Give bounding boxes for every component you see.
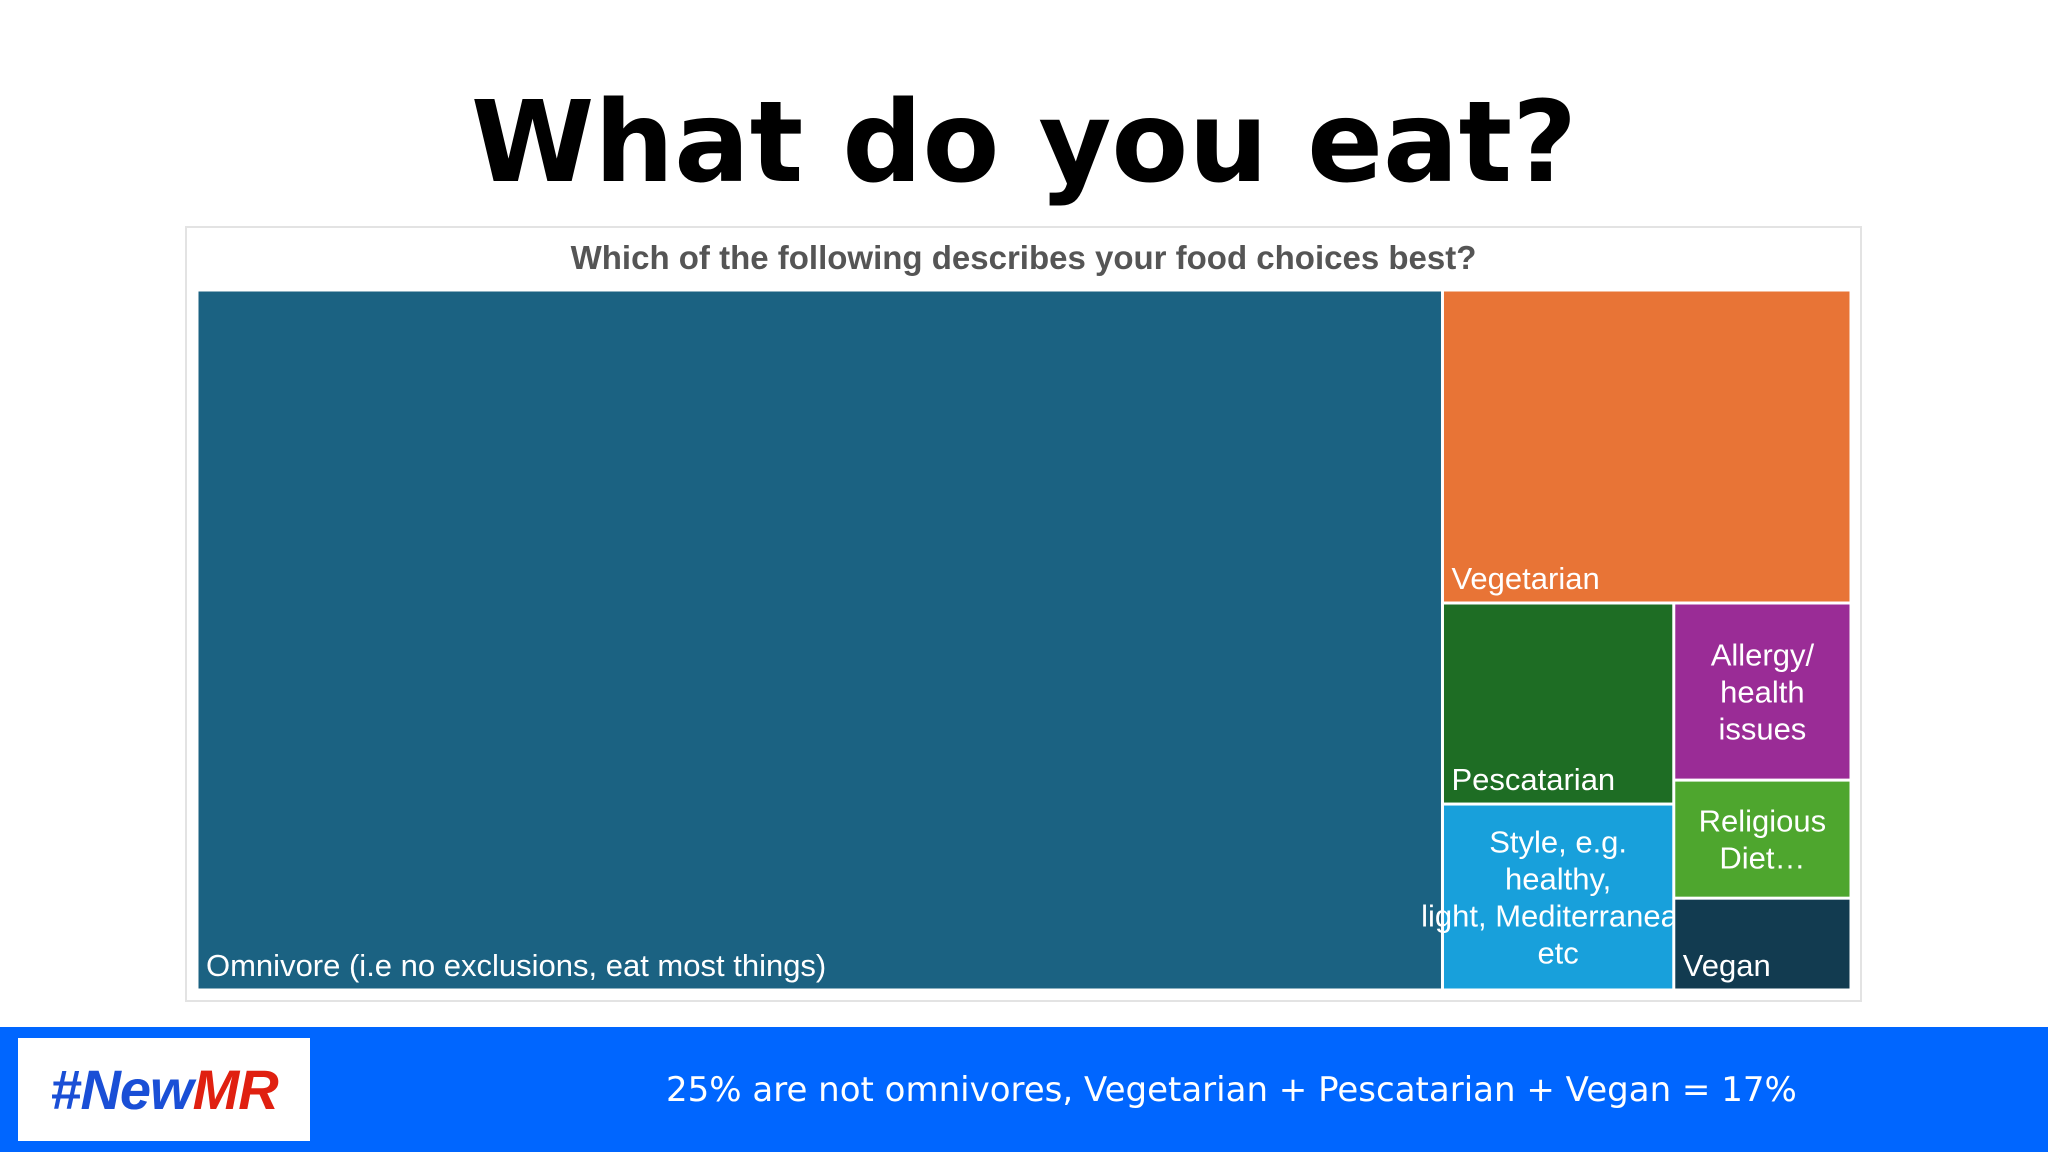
treemap-label-pescatarian: Pescatarian (1451, 762, 1615, 797)
chart-title: Which of the following describes your fo… (570, 239, 1477, 276)
footer-caption: 25% are not omnivores, Vegetarian + Pesc… (666, 1069, 1797, 1110)
slide-title: What do you eat? (470, 78, 1578, 208)
newmr-logo: #NewMR (18, 1038, 310, 1141)
logo-text: #NewMR (50, 1057, 279, 1122)
treemap-tile-omnivore (198, 291, 1441, 989)
treemap-tile-allergy-health-issues (1675, 604, 1850, 779)
treemap-label-vegetarian: Vegetarian (1451, 561, 1599, 596)
treemap-label-vegan: Vegan (1683, 948, 1771, 983)
treemap-tile-pescatarian (1443, 604, 1673, 803)
treemap-tile-style (1443, 805, 1673, 989)
footer-bar: #NewMR 25% are not omnivores, Vegetarian… (0, 1027, 2048, 1152)
logo-text-mr: MR (192, 1058, 279, 1121)
treemap-tile-vegetarian (1443, 291, 1850, 602)
treemap-label-religious-diet: Religious Diet… (1699, 804, 1827, 876)
treemap-label-omnivore: Omnivore (i.e no exclusions, eat most th… (206, 948, 826, 983)
logo-text-new: #New (50, 1058, 193, 1121)
treemap-label-allergy-health-issues: Allergy/health issues (1711, 638, 1815, 747)
treemap-tile-religious-diet (1675, 781, 1850, 897)
treemap-label-style: Style, e.g. healthy, light, Mediterranean e… (1421, 825, 1695, 971)
treemap-chart: Which of the following describes your fo… (185, 226, 1862, 1002)
treemap-plot: Omnivore (i.e no exclusions, eat most th… (198, 291, 1850, 989)
treemap-tile-vegan (1675, 899, 1850, 989)
